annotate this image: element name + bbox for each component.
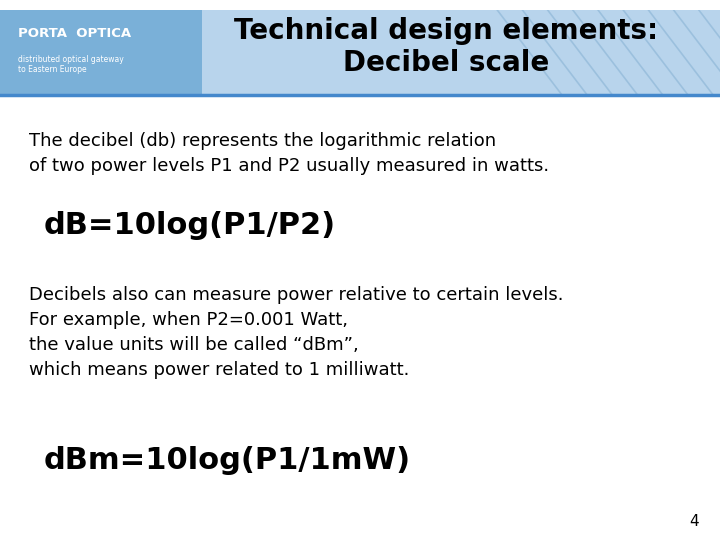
Text: 4: 4 xyxy=(689,514,698,529)
Text: Technical design elements:
Decibel scale: Technical design elements: Decibel scale xyxy=(234,17,659,77)
Text: The decibel (db) represents the logarithmic relation
of two power levels P1 and : The decibel (db) represents the logarith… xyxy=(29,132,549,176)
Text: dBm=10log(P1/1mW): dBm=10log(P1/1mW) xyxy=(43,446,410,475)
FancyBboxPatch shape xyxy=(0,0,720,10)
Text: dB=10log(P1/P2): dB=10log(P1/P2) xyxy=(43,211,336,240)
Text: distributed optical gateway
to Eastern Europe: distributed optical gateway to Eastern E… xyxy=(18,55,124,74)
FancyBboxPatch shape xyxy=(202,0,720,94)
FancyBboxPatch shape xyxy=(0,0,216,94)
Text: PORTA  OPTICA: PORTA OPTICA xyxy=(18,26,131,39)
Text: Decibels also can measure power relative to certain levels.
For example, when P2: Decibels also can measure power relative… xyxy=(29,286,563,379)
